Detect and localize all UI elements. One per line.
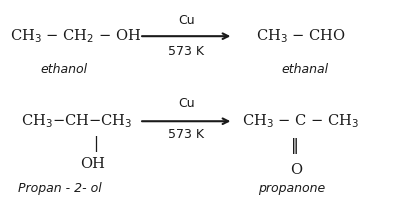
Text: Cu: Cu [178, 97, 195, 110]
Text: ethanal: ethanal [281, 63, 328, 76]
Text: ethanol: ethanol [40, 63, 88, 76]
Text: CH$_3$ − C − CH$_3$: CH$_3$ − C − CH$_3$ [242, 112, 360, 130]
Text: OH: OH [80, 157, 105, 171]
Text: propanone: propanone [258, 182, 325, 195]
Text: CH$_3$−CH−CH$_3$: CH$_3$−CH−CH$_3$ [21, 112, 133, 130]
Text: 573 K: 573 K [168, 45, 204, 58]
Text: ‖: ‖ [291, 138, 299, 154]
Text: CH$_3$ − CHO: CH$_3$ − CHO [256, 27, 346, 45]
Text: 573 K: 573 K [168, 128, 204, 141]
Text: O: O [290, 163, 303, 177]
Text: Cu: Cu [178, 14, 195, 27]
Text: Propan - 2- ol: Propan - 2- ol [18, 182, 102, 195]
Text: CH$_3$ − CH$_2$ − OH: CH$_3$ − CH$_2$ − OH [10, 27, 141, 45]
Text: |: | [93, 136, 99, 152]
